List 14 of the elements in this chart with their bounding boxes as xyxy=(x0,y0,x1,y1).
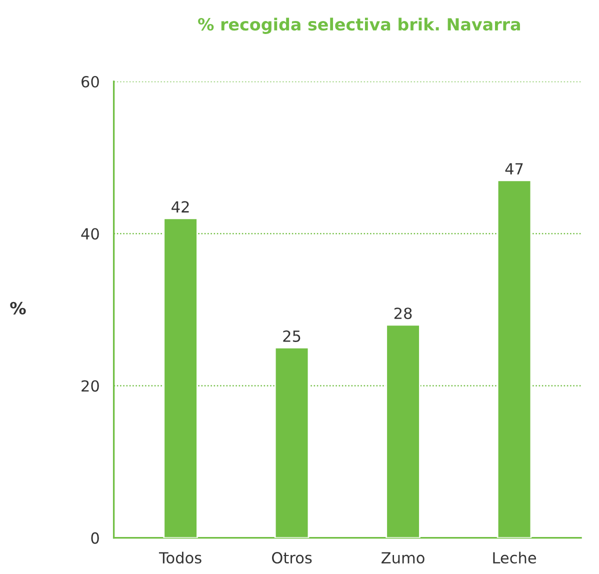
x-tick-label: Leche xyxy=(493,552,536,564)
y-tick-label: 40 xyxy=(81,228,99,240)
x-tick-label: Zumo xyxy=(382,552,424,564)
y-tick-label: 60 xyxy=(82,76,99,88)
y-tick-label: 0 xyxy=(91,532,99,544)
data-label: 28 xyxy=(394,308,412,320)
x-tick-label: Todos xyxy=(158,552,202,564)
x-tick-label: Otros xyxy=(272,552,312,564)
data-label: 25 xyxy=(283,330,300,342)
data-label: 47 xyxy=(505,163,523,174)
y-tick-label: 20 xyxy=(82,380,99,392)
data-label: 42 xyxy=(172,201,189,212)
y-axis-title: % xyxy=(10,302,26,315)
chart-title: % recogida selectiva brik. Navarra xyxy=(198,18,520,34)
